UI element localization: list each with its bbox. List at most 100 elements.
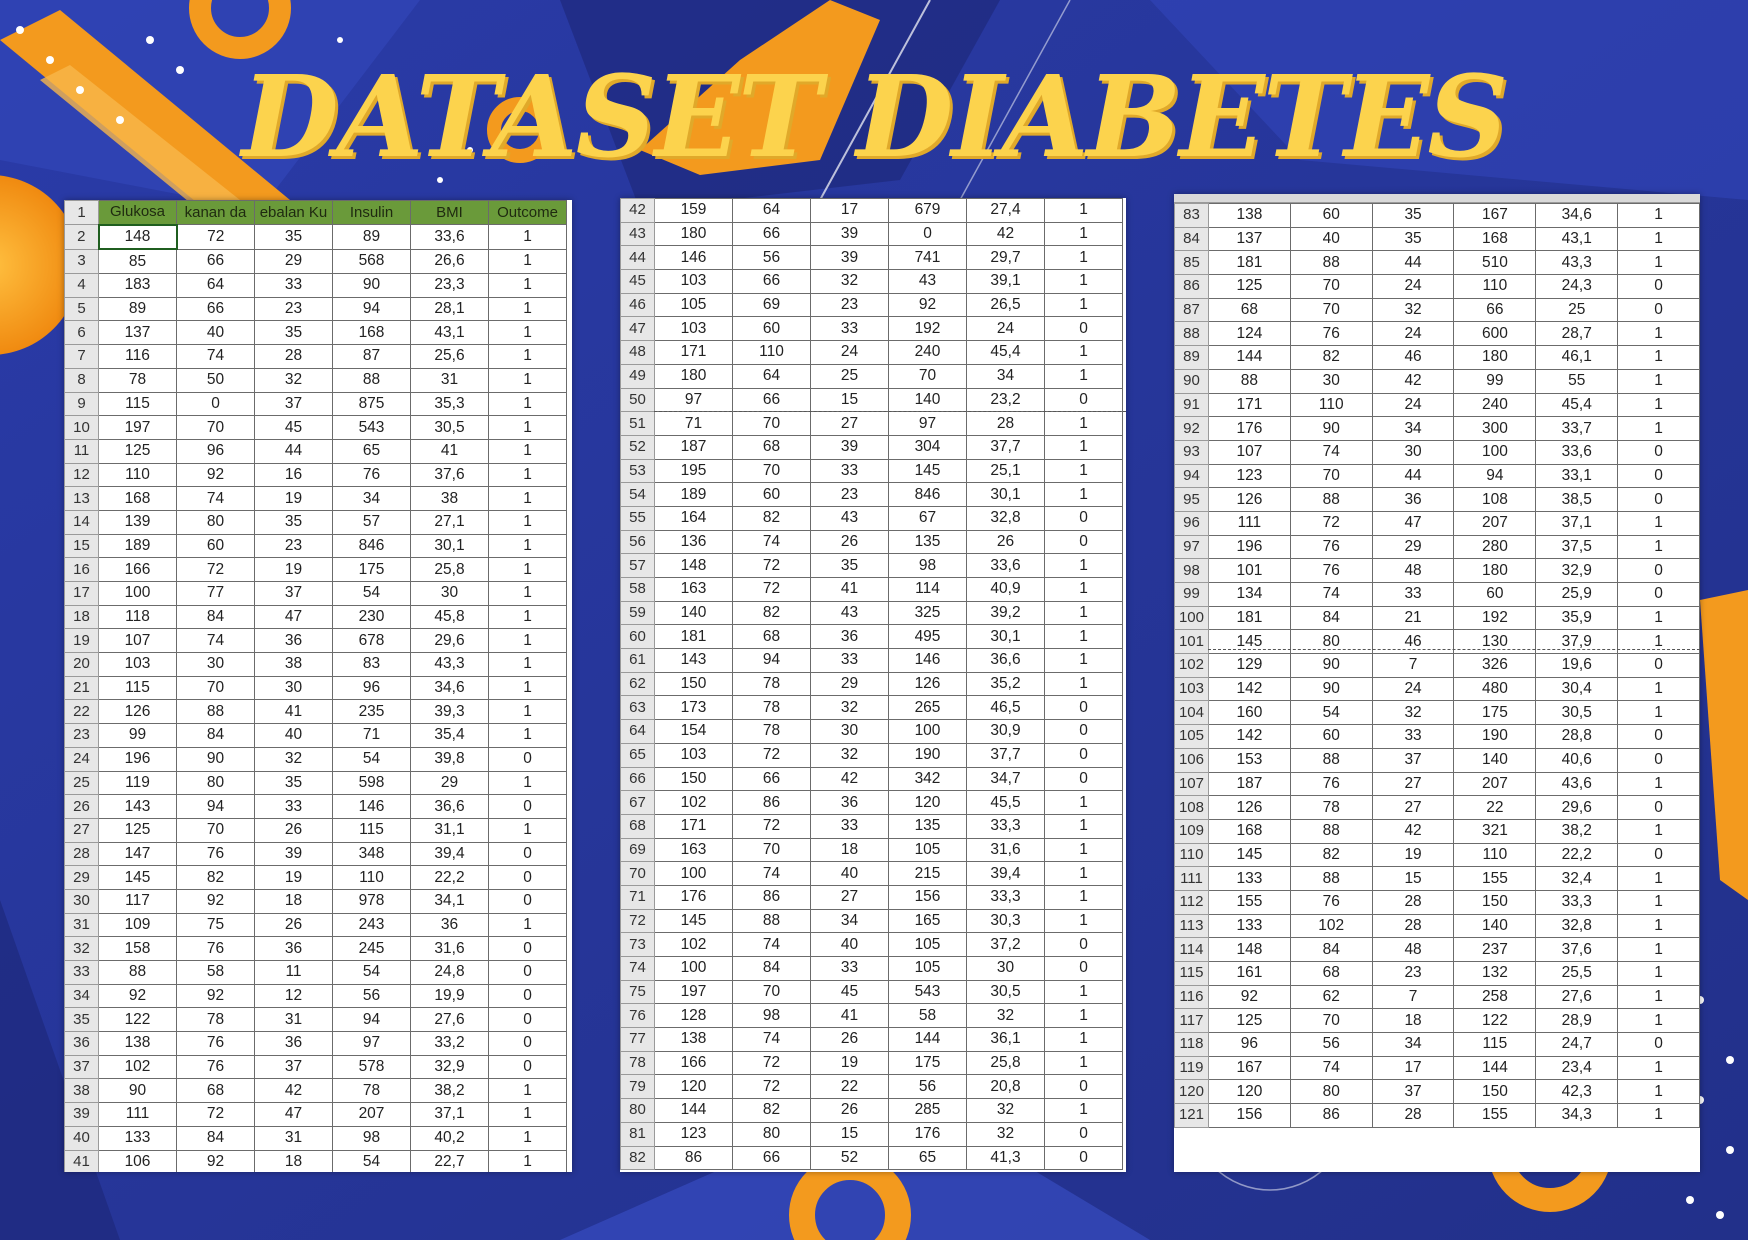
row-number[interactable]: 97: [1174, 534, 1209, 560]
table-cell[interactable]: 173: [654, 695, 733, 721]
table-cell[interactable]: 68: [1289, 961, 1373, 986]
table-cell[interactable]: 1: [1617, 605, 1700, 631]
table-cell[interactable]: 125: [1207, 274, 1291, 299]
table-cell[interactable]: 88: [176, 699, 255, 725]
table-cell[interactable]: 150: [1453, 1079, 1537, 1105]
table-cell[interactable]: 1: [488, 1125, 567, 1151]
table-cell[interactable]: 27,1: [410, 509, 489, 535]
row-number[interactable]: 51: [620, 411, 655, 436]
table-cell[interactable]: 1: [1617, 700, 1700, 726]
table-cell[interactable]: 92: [176, 888, 255, 914]
table-cell[interactable]: 144: [888, 1027, 967, 1052]
row-number[interactable]: 42: [620, 198, 655, 223]
table-cell[interactable]: 168: [332, 320, 411, 346]
table-cell[interactable]: 1: [1617, 534, 1700, 560]
table-cell[interactable]: 33,7: [1535, 416, 1619, 441]
table-cell[interactable]: 60: [732, 316, 811, 342]
table-cell[interactable]: 100: [98, 581, 177, 606]
row-number[interactable]: 4: [64, 273, 99, 298]
table-cell[interactable]: 19: [254, 865, 333, 890]
table-cell[interactable]: 258: [1453, 984, 1537, 1010]
table-cell[interactable]: 0: [488, 936, 567, 961]
table-cell[interactable]: 159: [654, 198, 733, 223]
table-cell[interactable]: 100: [888, 719, 967, 744]
table-cell[interactable]: 92: [176, 1149, 255, 1172]
table-cell[interactable]: 31,1: [410, 817, 489, 843]
table-cell[interactable]: 103: [654, 742, 733, 768]
table-cell[interactable]: 35: [254, 770, 333, 796]
table-cell[interactable]: 1: [488, 557, 567, 582]
table-cell[interactable]: 26: [810, 1027, 889, 1052]
table-cell[interactable]: 1: [1044, 411, 1123, 436]
table-cell[interactable]: 100: [654, 861, 733, 886]
row-number[interactable]: 98: [1174, 558, 1209, 583]
table-cell[interactable]: 103: [654, 269, 733, 294]
table-cell[interactable]: 17: [1371, 1055, 1455, 1081]
row-number[interactable]: 13: [64, 486, 99, 511]
table-cell[interactable]: 1: [1044, 340, 1123, 365]
table-cell[interactable]: 139: [98, 509, 177, 535]
table-cell[interactable]: 154: [654, 719, 733, 744]
row-number[interactable]: 56: [620, 529, 655, 555]
row-number[interactable]: 117: [1174, 1008, 1209, 1034]
row-number[interactable]: 19: [64, 628, 99, 654]
table-cell[interactable]: 1: [488, 320, 567, 346]
table-cell[interactable]: 70: [176, 415, 255, 440]
table-cell[interactable]: 74: [1289, 582, 1373, 607]
table-cell[interactable]: 20,8: [966, 1074, 1045, 1100]
row-number[interactable]: 100: [1174, 605, 1209, 631]
table-cell[interactable]: 98: [732, 1003, 811, 1029]
row-number[interactable]: 106: [1174, 747, 1209, 773]
table-cell[interactable]: 38,2: [410, 1078, 489, 1104]
table-cell[interactable]: 38: [410, 486, 489, 511]
table-cell[interactable]: 37: [1371, 747, 1455, 773]
table-cell[interactable]: 30,5: [410, 415, 489, 440]
table-cell[interactable]: 30: [254, 675, 333, 701]
table-cell[interactable]: 156: [888, 884, 967, 910]
table-cell[interactable]: 1: [1617, 392, 1700, 418]
table-cell[interactable]: 94: [176, 794, 255, 819]
table-cell[interactable]: 35: [1371, 203, 1455, 228]
table-cell[interactable]: 45: [810, 979, 889, 1005]
table-cell[interactable]: 30,4: [1535, 676, 1619, 702]
table-cell[interactable]: 42: [966, 221, 1045, 247]
table-cell[interactable]: 34,6: [1535, 203, 1619, 228]
table-cell[interactable]: 1: [1617, 226, 1700, 252]
table-cell[interactable]: 325: [888, 600, 967, 626]
table-cell[interactable]: 166: [98, 557, 177, 582]
table-cell[interactable]: 46: [1371, 345, 1455, 370]
row-number[interactable]: 83: [1174, 203, 1209, 228]
row-number[interactable]: 23: [64, 723, 99, 748]
table-cell[interactable]: 65: [888, 1145, 967, 1171]
table-cell[interactable]: 0: [488, 983, 567, 1009]
table-cell[interactable]: 76: [176, 1054, 255, 1080]
table-cell[interactable]: 66: [176, 248, 255, 275]
table-cell[interactable]: 0: [1044, 529, 1123, 555]
table-cell[interactable]: 133: [1207, 866, 1291, 891]
table-cell[interactable]: 180: [1453, 345, 1537, 370]
table-cell[interactable]: 86: [1289, 1103, 1373, 1128]
row-number[interactable]: 34: [64, 983, 99, 1009]
row-number[interactable]: 41: [64, 1149, 99, 1172]
table-cell[interactable]: 32: [1371, 297, 1455, 323]
table-cell[interactable]: 155: [1453, 866, 1537, 891]
table-cell[interactable]: 146: [654, 245, 733, 271]
table-cell[interactable]: 28: [1371, 889, 1455, 915]
table-cell[interactable]: 40: [1289, 226, 1373, 252]
table-cell[interactable]: 26: [254, 817, 333, 843]
table-cell[interactable]: 0: [488, 1007, 567, 1033]
table-cell[interactable]: 32: [810, 695, 889, 721]
table-cell[interactable]: 145: [654, 908, 733, 934]
table-cell[interactable]: 167: [1207, 1055, 1291, 1081]
table-cell[interactable]: 1: [1044, 1003, 1123, 1029]
table-cell[interactable]: 0: [1044, 1145, 1123, 1171]
table-cell[interactable]: 43,3: [410, 652, 489, 677]
row-number[interactable]: 12: [64, 462, 99, 488]
row-number[interactable]: 112: [1174, 889, 1209, 915]
table-cell[interactable]: 39,4: [966, 861, 1045, 886]
table-cell[interactable]: 88: [732, 908, 811, 934]
table-cell[interactable]: 33: [810, 648, 889, 673]
table-cell[interactable]: 0: [1617, 724, 1700, 749]
table-cell[interactable]: 48: [1371, 937, 1455, 962]
table-cell[interactable]: 1: [1617, 1079, 1700, 1105]
